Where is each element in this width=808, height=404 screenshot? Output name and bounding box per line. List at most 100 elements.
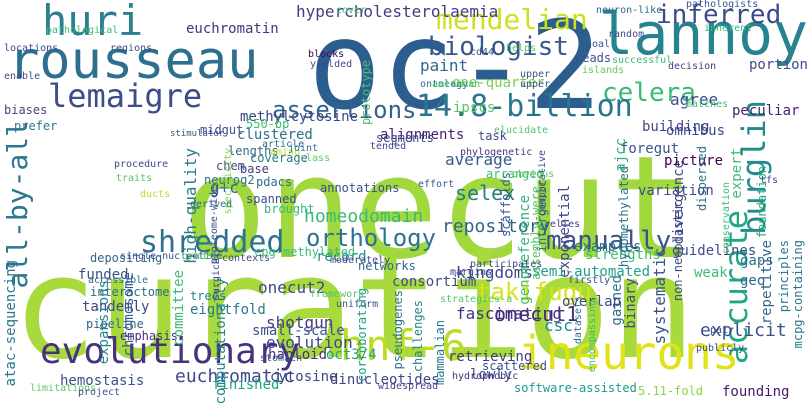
cloud-word: successful [612,55,673,66]
cloud-word: interactome [90,285,170,299]
cloud-word: hemostasis [60,373,145,389]
cloud-word: ontology [420,79,469,90]
cloud-word: small-scale [252,323,345,339]
cloud-word: 14.8-billion [416,89,633,124]
cloud-word: cytosine [270,369,338,385]
cloud-word: stomach [260,353,303,364]
cloud-word: trees [190,289,227,303]
cloud-word: eightfold [190,302,266,318]
cloud-word: hypercholesterolaemia [296,2,499,21]
cloud-word: task [478,129,507,143]
cloud-word: goal [586,39,611,50]
cloud-word: mendelian [436,3,588,36]
cloud-word: matches [686,99,729,110]
cloud-word: examples [574,239,642,255]
cloud-word: hnf-6 [340,321,467,370]
cloud-word: gaps [740,253,774,269]
cloud-word: joint [288,143,319,154]
cloud-word: prototype [359,60,373,126]
cloud-word: amino [270,147,301,158]
cloud-word: hydrophobic [452,371,519,382]
cloud-word: explicit [700,320,787,341]
cloud-word: pseudogenes [391,290,405,370]
cloud-word: repository [442,216,551,237]
cloud-word: orthology [306,224,437,252]
cloud-word: selex [455,181,516,205]
cloud-word: strategies-a [440,294,513,305]
cloud-word: curation [12,226,696,391]
cloud-word: assertions [272,96,417,124]
cloud-word: random [608,29,645,40]
cloud-word: networks [358,259,416,273]
cloud-word: euchromatic [175,366,295,387]
cloud-word: finished [212,377,280,393]
cloud-word: building [642,119,710,135]
cloud-word: dispersed [695,146,709,212]
cloud-word: publicly [696,343,745,354]
cloud-word: depositing [90,251,163,265]
cloud-word: agree [670,90,719,109]
cloud-word: pathological [46,25,119,36]
cloud-word: oc-2 [308,0,602,137]
cloud-word: funded [78,267,129,283]
cloud-word: overlap [562,294,622,310]
cloud-word: base [240,162,269,176]
cloud-word: mcpg-containing [791,240,805,349]
cloud-word: shotgun [266,313,334,332]
cloud-word: pair [710,325,735,336]
cloud-word: effort [418,179,455,190]
cloud-word: g+c [210,178,239,197]
cloud-word: reads [575,51,612,65]
cloud-word: strengths [585,247,661,263]
cloud-word: variation [638,183,714,199]
cloud-word: 5.11-fold [638,384,704,398]
cloud-word: helps [506,43,537,54]
cloud-word: margins [450,267,493,278]
cloud-word: firstly [568,275,611,286]
cloud-word: pathologists [686,0,759,10]
cloud-word: procedure [114,159,169,170]
cloud-word: huri [42,0,144,45]
cloud-word: paint [420,56,469,75]
cloud-word: midgut [200,123,244,137]
cloud-word: picture [664,153,724,169]
cloud-word: moderately [330,255,391,266]
cloud-word: clustered [237,127,313,143]
cloud-word: guidelines [672,243,757,259]
cloud-word: onecut2 [258,278,326,297]
cloud-word: participates [470,259,543,270]
cloud-word: methylcytosine [240,109,359,125]
cloud-word: tended [370,141,407,152]
cloud-word: article [262,139,305,150]
cloud-word: euchromatin [186,21,279,37]
cloud-word: average [445,150,513,169]
cloud-word: software-assisted [514,381,637,395]
cloud-word: geo [740,273,766,289]
cloud-word: lowly [470,367,513,383]
cloud-word: stimulator [170,129,225,139]
cloud-word: consortium [392,274,477,290]
cloud-word: onecut1 [494,302,579,326]
cloud-word: expert [729,148,745,199]
cloud-word: ipscs [453,100,496,116]
cloud-word: one-quarter [452,75,545,91]
cloud-word: upper [520,69,551,80]
cloud-word: widespread [378,381,439,392]
cloud-word: csc [544,316,573,335]
cloud-word: limitations [30,383,97,394]
cloud-word: repetitive [759,240,775,325]
cloud-word: weak [694,265,728,281]
cloud-word: scattered [482,359,548,373]
cloud-word: biologist [428,32,569,62]
cloud-word: tfs [760,175,779,186]
cloud-word: 550-bp [246,117,290,131]
cloud-word: hypomethylated [617,166,631,268]
cloud-word: oct3/4 [326,347,377,363]
cloud-word: haploid [268,347,328,363]
cloud-word: cpg-methylated [254,245,356,259]
cloud-word: emphasis [120,329,178,343]
cloud-word: challenges [411,300,425,373]
cloud-word: binary [623,278,639,329]
cloud-word: framework [310,289,365,300]
cloud-word: neuron-like [596,5,663,16]
